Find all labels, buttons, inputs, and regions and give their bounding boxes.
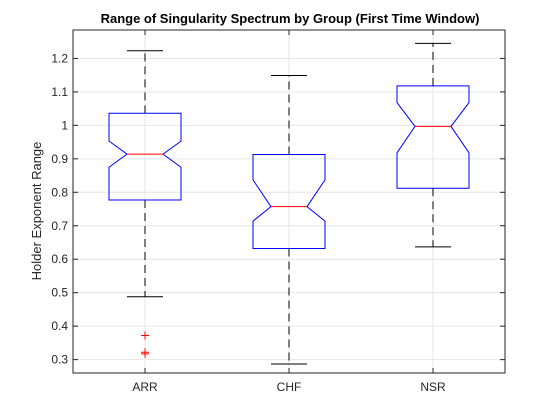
tick-layer: 0.3 0.4 0.5 0.6 0.7 0.8 0.9 1 1.1 1.2 ARR CHF NSR [51,30,505,394]
x-tick-label: ARR [132,380,158,394]
y-tick-label: 0.5 [51,286,68,300]
y-tick-label: 0.3 [51,353,68,367]
y-tick-label: 0.6 [51,252,68,266]
y-tick-label: 1 [61,118,68,132]
y-tick-label: 1.1 [51,85,68,99]
grid-layer [73,30,505,373]
box-chf [252,75,326,365]
notched-box [108,112,182,201]
box-layer [108,42,470,365]
x-tick-label: CHF [277,380,302,394]
chart-title: Range of Singularity Spectrum by Group (… [101,11,480,26]
y-tick-label: 0.4 [51,319,68,333]
box-arr [108,50,182,358]
x-tick-label: NSR [420,380,446,394]
y-tick-label: 0.9 [51,152,68,166]
y-tick-label: 0.8 [51,185,68,199]
box-nsr [396,42,470,248]
notched-box [252,154,326,249]
y-tick-label: 0.7 [51,219,68,233]
y-tick-label: 1.2 [51,51,68,65]
y-axis-label: Holder Exponent Range [29,142,44,281]
outlier-marker [141,349,149,358]
notched-box [396,85,470,189]
outlier-marker [141,331,149,340]
